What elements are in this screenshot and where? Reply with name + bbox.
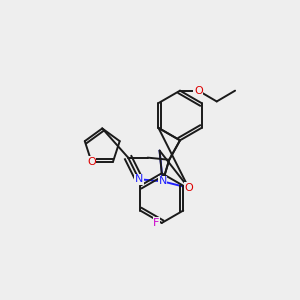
Text: O: O: [87, 157, 96, 167]
Text: O: O: [184, 183, 193, 193]
Text: O: O: [194, 86, 203, 96]
Text: N: N: [135, 174, 143, 184]
Text: N: N: [158, 176, 167, 186]
Text: F: F: [153, 218, 160, 228]
